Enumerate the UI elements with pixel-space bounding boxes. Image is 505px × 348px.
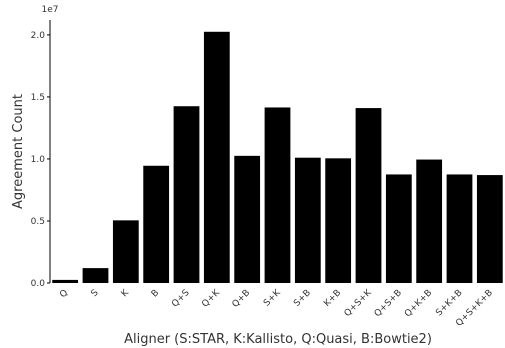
- x-tick-label: Q+S+B: [373, 288, 404, 319]
- bar-s-k-b: [446, 174, 473, 283]
- x-tick-label: Q+B: [231, 288, 253, 310]
- plot-area: [52, 31, 503, 284]
- x-tick-label: S+B: [292, 288, 313, 309]
- bar-q-s: [173, 106, 200, 283]
- bar-q-s-k: [355, 108, 382, 283]
- bar-k: [112, 220, 139, 283]
- x-tick-label: Q+S+K: [343, 287, 375, 319]
- bar-b: [143, 165, 170, 283]
- y-tick-label: 2.0: [31, 31, 46, 41]
- x-tick-label: S+K: [262, 287, 283, 308]
- x-tick-label: S: [90, 288, 101, 299]
- bar-q-k: [203, 31, 230, 283]
- bar-q: [52, 279, 79, 283]
- bar-q-b: [234, 155, 261, 283]
- y-axis-ticks: 0.0 0.5 1.0 1.5 2.0: [31, 31, 50, 289]
- bar-s: [82, 268, 109, 283]
- x-tick-label: Q+K: [200, 287, 222, 309]
- x-tick-label: K: [120, 287, 132, 299]
- x-tick-label: Q+S: [170, 288, 192, 310]
- y-tick-label: 1.0: [31, 155, 46, 165]
- y-axis-offset-label: 1e7: [42, 5, 59, 15]
- x-tick-label: S+K+B: [434, 288, 464, 318]
- y-tick-label: 0.0: [31, 279, 46, 289]
- bar-q-k-b: [416, 159, 443, 283]
- y-axis-title: Agreement Count: [11, 94, 26, 209]
- bar-s-b: [294, 157, 321, 283]
- x-axis-ticks: Q S K B Q+S Q+K Q+B S+K S+B K+B Q+S+K Q+S+B Q+K+B S+K…: [58, 287, 495, 328]
- bar-k-b: [325, 158, 352, 283]
- x-axis-title: Aligner (S:STAR, K:Kallisto, Q:Quasi, B:…: [124, 332, 432, 347]
- bar-s-k: [264, 107, 291, 284]
- x-tick-label: Q+K+B: [403, 288, 434, 319]
- bar-q-s-k-b: [476, 175, 503, 283]
- x-tick-label: Q: [58, 288, 70, 300]
- y-tick-label: 0.5: [31, 217, 45, 227]
- y-tick-label: 1.5: [31, 93, 45, 103]
- x-tick-label: K+B: [322, 288, 343, 309]
- bar-q-s-b: [385, 174, 412, 283]
- x-tick-label: B: [150, 288, 161, 299]
